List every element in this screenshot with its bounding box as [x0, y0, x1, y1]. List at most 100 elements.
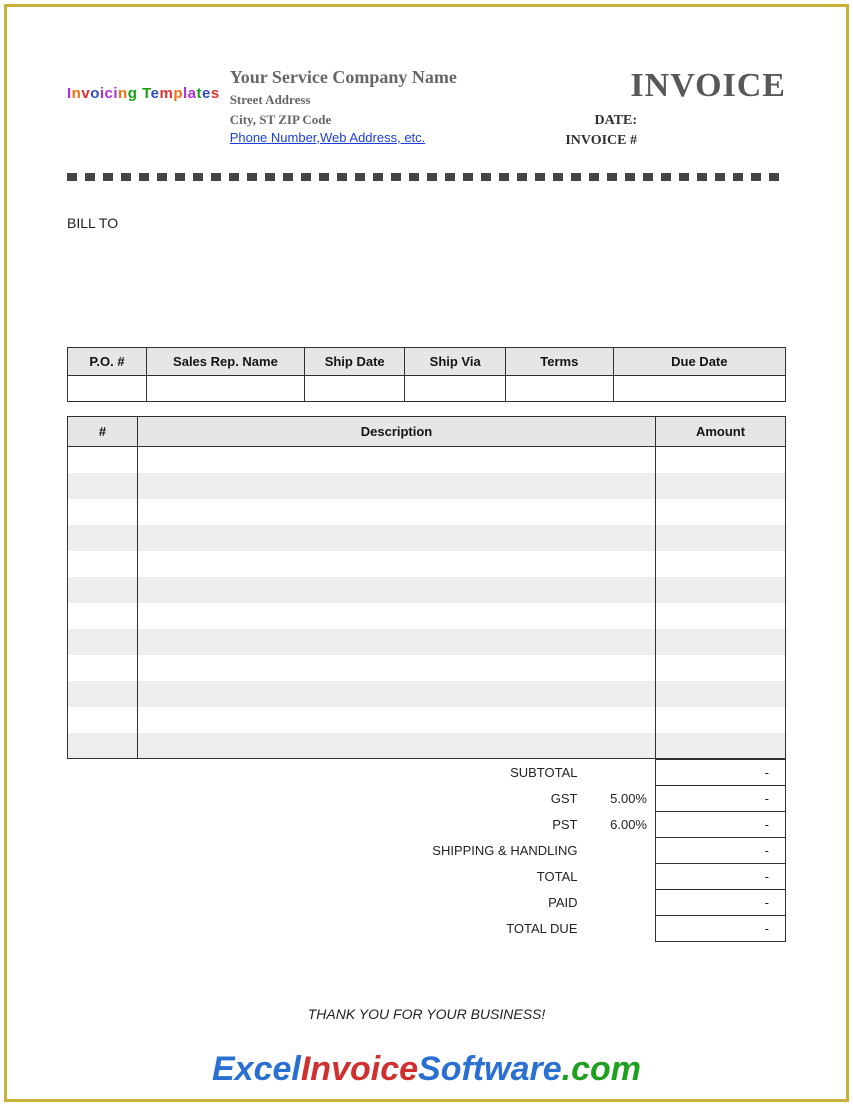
item-description-cell[interactable]	[138, 629, 656, 655]
totals-spacer	[67, 838, 406, 864]
footer-brand: ExcelInvoiceSoftware.com	[7, 1050, 846, 1089]
item-number-cell[interactable]	[68, 733, 138, 759]
totals-value[interactable]: -	[656, 838, 786, 864]
item-number-cell[interactable]	[68, 655, 138, 681]
col-terms: Terms	[505, 348, 613, 376]
item-number-cell[interactable]	[68, 577, 138, 603]
totals-spacer	[67, 890, 406, 916]
item-amount-cell[interactable]	[656, 525, 786, 551]
totals-row: TOTAL -	[67, 864, 786, 890]
footer-excel: Excel	[212, 1050, 301, 1088]
col-description: Description	[138, 417, 656, 447]
line-item-row	[68, 629, 786, 655]
line-item-row	[68, 551, 786, 577]
item-number-cell[interactable]	[68, 707, 138, 733]
bill-to-label: BILL TO	[67, 215, 786, 231]
company-contact-link[interactable]: Phone Number,Web Address, etc.	[230, 130, 426, 145]
totals-row: SHIPPING & HANDLING -	[67, 838, 786, 864]
cell-terms[interactable]	[505, 376, 613, 402]
item-description-cell[interactable]	[138, 447, 656, 473]
col-number: #	[68, 417, 138, 447]
item-description-cell[interactable]	[138, 603, 656, 629]
item-number-cell[interactable]	[68, 551, 138, 577]
item-number-cell[interactable]	[68, 473, 138, 499]
totals-label: TOTAL	[406, 864, 586, 890]
totals-percent	[586, 890, 656, 916]
invoice-title: INVOICE	[630, 67, 786, 105]
totals-value[interactable]: -	[656, 786, 786, 812]
item-amount-cell[interactable]	[656, 603, 786, 629]
item-amount-cell[interactable]	[656, 629, 786, 655]
items-header-row: # Description Amount	[68, 417, 786, 447]
totals-value[interactable]: -	[656, 760, 786, 786]
item-description-cell[interactable]	[138, 707, 656, 733]
totals-value[interactable]: -	[656, 890, 786, 916]
totals-row: SUBTOTAL -	[67, 760, 786, 786]
item-amount-cell[interactable]	[656, 681, 786, 707]
item-number-cell[interactable]	[68, 629, 138, 655]
col-salesrep: Sales Rep. Name	[146, 348, 304, 376]
item-description-cell[interactable]	[138, 655, 656, 681]
item-amount-cell[interactable]	[656, 551, 786, 577]
totals-percent: 5.00%	[586, 786, 656, 812]
line-item-row	[68, 473, 786, 499]
totals-percent	[586, 838, 656, 864]
invoice-number-label: INVOICE #	[497, 131, 637, 151]
totals-label: SUBTOTAL	[406, 760, 586, 786]
item-number-cell[interactable]	[68, 603, 138, 629]
totals-row: TOTAL DUE-	[67, 916, 786, 942]
totals-percent	[586, 760, 656, 786]
totals-value[interactable]: -	[656, 916, 786, 942]
thank-you-message: THANK YOU FOR YOUR BUSINESS!	[67, 1006, 786, 1022]
line-items-table: # Description Amount	[67, 416, 786, 759]
order-info-header-row: P.O. # Sales Rep. Name Ship Date Ship Vi…	[68, 348, 786, 376]
item-number-cell[interactable]	[68, 525, 138, 551]
line-item-row	[68, 655, 786, 681]
cell-po[interactable]	[68, 376, 147, 402]
totals-spacer	[67, 786, 406, 812]
item-amount-cell[interactable]	[656, 447, 786, 473]
item-description-cell[interactable]	[138, 681, 656, 707]
cell-duedate[interactable]	[613, 376, 785, 402]
totals-block: SUBTOTAL-GST5.00%-PST6.00%-SHIPPING & HA…	[67, 759, 786, 942]
date-label: DATE:	[497, 111, 637, 131]
item-description-cell[interactable]	[138, 499, 656, 525]
col-shipdate: Ship Date	[304, 348, 405, 376]
totals-label: SHIPPING & HANDLING	[406, 838, 586, 864]
totals-value[interactable]: -	[656, 864, 786, 890]
item-description-cell[interactable]	[138, 733, 656, 759]
totals-row: PAID -	[67, 890, 786, 916]
totals-value[interactable]: -	[656, 812, 786, 838]
item-amount-cell[interactable]	[656, 499, 786, 525]
item-amount-cell[interactable]	[656, 655, 786, 681]
invoice-page: Invoicing Templates Your Service Company…	[7, 7, 846, 1022]
item-description-cell[interactable]	[138, 551, 656, 577]
item-description-cell[interactable]	[138, 525, 656, 551]
totals-spacer	[67, 812, 406, 838]
invoicing-templates-logo: Invoicing Templates	[67, 85, 220, 102]
totals-label: GST	[406, 786, 586, 812]
totals-row: GST5.00%-	[67, 786, 786, 812]
item-amount-cell[interactable]	[656, 707, 786, 733]
totals-row: PST6.00%-	[67, 812, 786, 838]
cell-shipdate[interactable]	[304, 376, 405, 402]
item-number-cell[interactable]	[68, 499, 138, 525]
footer-software: Software	[418, 1050, 562, 1088]
item-description-cell[interactable]	[138, 473, 656, 499]
line-item-row	[68, 499, 786, 525]
cell-salesrep[interactable]	[146, 376, 304, 402]
line-item-row	[68, 707, 786, 733]
line-item-row	[68, 681, 786, 707]
item-description-cell[interactable]	[138, 577, 656, 603]
line-item-row	[68, 525, 786, 551]
company-name: Your Service Company Name	[230, 67, 621, 88]
company-address-1: Street Address	[230, 90, 621, 110]
item-amount-cell[interactable]	[656, 473, 786, 499]
item-amount-cell[interactable]	[656, 577, 786, 603]
item-number-cell[interactable]	[68, 447, 138, 473]
cell-shipvia[interactable]	[405, 376, 506, 402]
totals-label: PAID	[406, 890, 586, 916]
item-number-cell[interactable]	[68, 681, 138, 707]
item-amount-cell[interactable]	[656, 733, 786, 759]
totals-spacer	[67, 760, 406, 786]
